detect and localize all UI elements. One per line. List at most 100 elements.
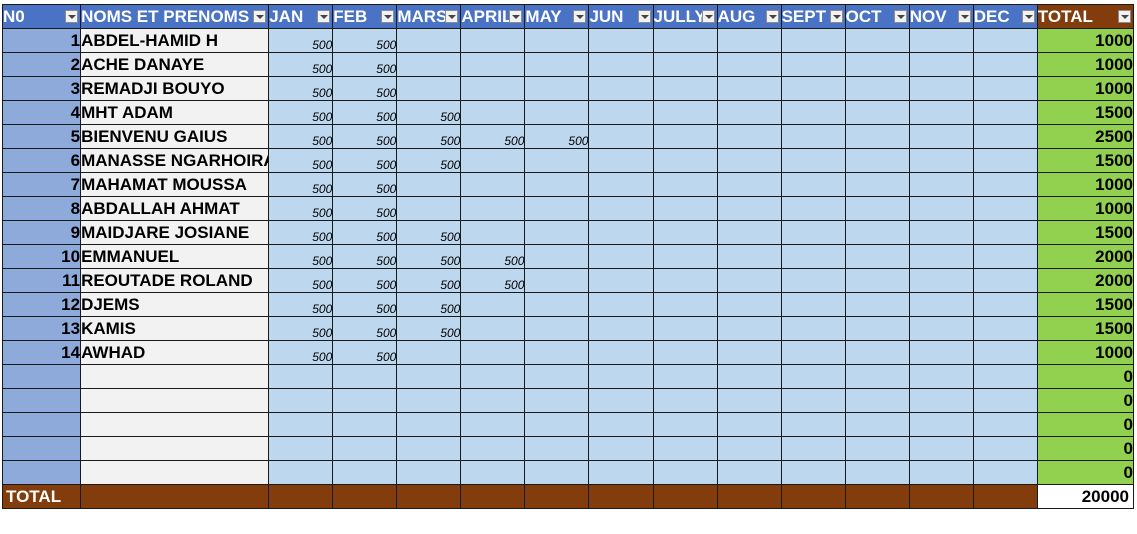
month-cell[interactable] bbox=[844, 100, 910, 125]
month-cell[interactable]: 500 bbox=[332, 76, 398, 101]
month-cell[interactable] bbox=[780, 316, 846, 341]
month-cell[interactable] bbox=[780, 292, 846, 317]
month-cell[interactable] bbox=[716, 28, 782, 53]
header-name[interactable]: NOMS ET PRENOMS bbox=[80, 4, 270, 29]
month-cell[interactable] bbox=[844, 292, 910, 317]
month-cell[interactable] bbox=[844, 52, 910, 77]
month-cell[interactable] bbox=[588, 244, 654, 269]
footer-empty-cell[interactable] bbox=[780, 484, 846, 509]
month-cell[interactable] bbox=[460, 196, 526, 221]
filter-dropdown-icon[interactable] bbox=[573, 10, 587, 23]
month-cell[interactable] bbox=[780, 100, 846, 125]
filter-dropdown-icon[interactable] bbox=[701, 10, 715, 23]
month-cell[interactable]: 500 bbox=[332, 148, 398, 173]
month-cell[interactable] bbox=[588, 316, 654, 341]
month-cell[interactable]: 500 bbox=[460, 268, 526, 293]
month-cell[interactable] bbox=[588, 412, 654, 437]
month-cell[interactable] bbox=[716, 292, 782, 317]
name-cell[interactable] bbox=[80, 412, 270, 437]
name-cell[interactable]: REMADJI BOUYO bbox=[80, 76, 270, 101]
row-total-cell[interactable]: 1000 bbox=[1036, 76, 1135, 101]
month-cell[interactable] bbox=[396, 172, 462, 197]
filter-dropdown-icon[interactable] bbox=[445, 10, 459, 23]
footer-empty-cell[interactable] bbox=[80, 484, 270, 509]
name-cell[interactable] bbox=[80, 388, 270, 413]
month-cell[interactable] bbox=[844, 340, 910, 365]
footer-empty-cell[interactable] bbox=[844, 484, 910, 509]
month-cell[interactable] bbox=[524, 148, 590, 173]
month-cell[interactable] bbox=[972, 172, 1038, 197]
month-cell[interactable] bbox=[460, 436, 526, 461]
month-cell[interactable] bbox=[588, 460, 654, 485]
month-cell[interactable] bbox=[652, 196, 718, 221]
month-cell[interactable] bbox=[460, 316, 526, 341]
row-number-cell[interactable] bbox=[1, 388, 82, 413]
month-cell[interactable] bbox=[972, 316, 1038, 341]
month-cell[interactable] bbox=[460, 220, 526, 245]
month-cell[interactable] bbox=[524, 316, 590, 341]
month-cell[interactable] bbox=[716, 52, 782, 77]
filter-dropdown-icon[interactable] bbox=[509, 10, 523, 23]
row-number-cell[interactable]: 13 bbox=[1, 316, 82, 341]
month-cell[interactable] bbox=[332, 388, 398, 413]
month-cell[interactable] bbox=[780, 412, 846, 437]
month-cell[interactable] bbox=[780, 244, 846, 269]
month-cell[interactable] bbox=[652, 340, 718, 365]
row-total-cell[interactable]: 0 bbox=[1036, 436, 1135, 461]
header-total[interactable]: TOTAL bbox=[1036, 4, 1135, 29]
month-cell[interactable] bbox=[396, 364, 462, 389]
month-cell[interactable] bbox=[780, 436, 846, 461]
footer-empty-cell[interactable] bbox=[332, 484, 398, 509]
month-cell[interactable] bbox=[588, 76, 654, 101]
header-month-9[interactable]: OCT bbox=[844, 4, 910, 29]
month-cell[interactable]: 500 bbox=[396, 268, 462, 293]
month-cell[interactable]: 500 bbox=[332, 52, 398, 77]
month-cell[interactable] bbox=[396, 52, 462, 77]
row-number-cell[interactable]: 5 bbox=[1, 124, 82, 149]
row-total-cell[interactable]: 2500 bbox=[1036, 124, 1135, 149]
month-cell[interactable]: 500 bbox=[332, 100, 398, 125]
header-month-1[interactable]: FEB bbox=[332, 4, 398, 29]
month-cell[interactable] bbox=[844, 196, 910, 221]
name-cell[interactable] bbox=[80, 436, 270, 461]
month-cell[interactable] bbox=[460, 100, 526, 125]
header-month-4[interactable]: MAY bbox=[524, 4, 590, 29]
filter-dropdown-icon[interactable] bbox=[829, 10, 843, 23]
row-total-cell[interactable]: 2000 bbox=[1036, 268, 1135, 293]
name-cell[interactable] bbox=[80, 460, 270, 485]
footer-empty-cell[interactable] bbox=[524, 484, 590, 509]
name-cell[interactable]: ACHE DANAYE bbox=[80, 52, 270, 77]
month-cell[interactable] bbox=[396, 412, 462, 437]
month-cell[interactable] bbox=[460, 412, 526, 437]
row-total-cell[interactable]: 1500 bbox=[1036, 148, 1135, 173]
month-cell[interactable]: 500 bbox=[396, 100, 462, 125]
month-cell[interactable] bbox=[652, 292, 718, 317]
month-cell[interactable] bbox=[588, 292, 654, 317]
month-cell[interactable]: 500 bbox=[332, 196, 398, 221]
month-cell[interactable] bbox=[332, 412, 398, 437]
month-cell[interactable] bbox=[908, 220, 974, 245]
row-number-cell[interactable] bbox=[1, 412, 82, 437]
month-cell[interactable] bbox=[972, 364, 1038, 389]
month-cell[interactable] bbox=[396, 460, 462, 485]
row-number-cell[interactable]: 4 bbox=[1, 100, 82, 125]
name-cell[interactable]: MAIDJARE JOSIANE bbox=[80, 220, 270, 245]
month-cell[interactable]: 500 bbox=[332, 220, 398, 245]
month-cell[interactable] bbox=[844, 388, 910, 413]
month-cell[interactable] bbox=[396, 76, 462, 101]
month-cell[interactable] bbox=[972, 268, 1038, 293]
name-cell[interactable]: REOUTADE ROLAND bbox=[80, 268, 270, 293]
month-cell[interactable] bbox=[716, 76, 782, 101]
month-cell[interactable] bbox=[588, 148, 654, 173]
month-cell[interactable] bbox=[588, 52, 654, 77]
header-month-7[interactable]: AUG bbox=[716, 4, 782, 29]
row-number-cell[interactable]: 14 bbox=[1, 340, 82, 365]
month-cell[interactable] bbox=[652, 364, 718, 389]
row-number-cell[interactable]: 7 bbox=[1, 172, 82, 197]
month-cell[interactable] bbox=[780, 268, 846, 293]
month-cell[interactable] bbox=[524, 364, 590, 389]
filter-dropdown-icon[interactable] bbox=[381, 10, 395, 23]
month-cell[interactable] bbox=[524, 196, 590, 221]
row-number-cell[interactable]: 8 bbox=[1, 196, 82, 221]
month-cell[interactable] bbox=[588, 100, 654, 125]
